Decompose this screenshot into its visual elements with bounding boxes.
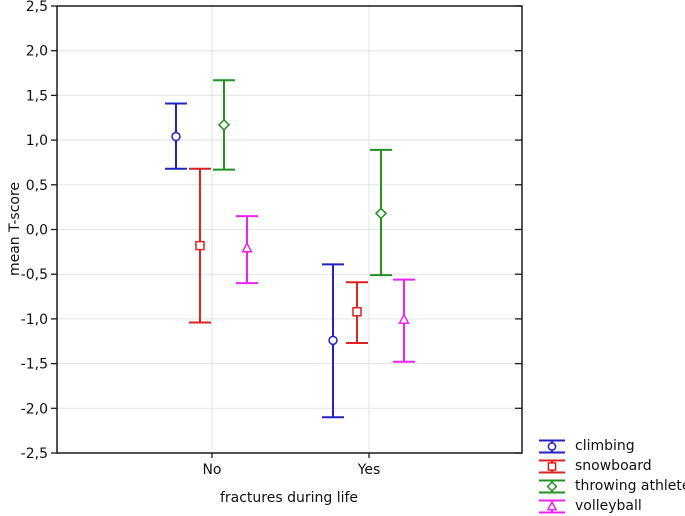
legend-item-throwing-athletes: throwing athletes bbox=[537, 476, 685, 496]
x-axis-label: fractures during life bbox=[219, 490, 359, 506]
y-tick-label: 2,0 bbox=[26, 44, 48, 60]
legend-item-label: volleyball bbox=[575, 498, 642, 514]
legend-glyph bbox=[539, 439, 565, 453]
legend-item-label: snowboard bbox=[575, 458, 652, 474]
legend-glyph bbox=[539, 479, 565, 493]
y-tick-label: 2,5 bbox=[26, 0, 48, 15]
circle-marker bbox=[328, 335, 338, 346]
diamond-marker bbox=[546, 480, 558, 492]
errorbar-snowboard-Yes bbox=[346, 281, 369, 345]
errorbar-climbing-No bbox=[164, 102, 187, 170]
y-tick-label: -0,5 bbox=[21, 267, 48, 283]
errorbar-throwing-athletes-No bbox=[212, 79, 235, 171]
legend: climbing snowboard throwing athletes volley… bbox=[537, 436, 685, 516]
diamond-marker bbox=[374, 207, 388, 220]
legend-item-snowboard: snowboard bbox=[537, 456, 685, 476]
legend-glyph bbox=[539, 459, 565, 473]
y-tick-label: -2,0 bbox=[21, 401, 48, 417]
square-marker bbox=[352, 306, 362, 317]
legend-item-volleyball: volleyball bbox=[537, 496, 685, 516]
square-marker bbox=[195, 240, 205, 251]
errorbar-volleyball-Yes bbox=[393, 278, 416, 363]
diamond-marker bbox=[217, 118, 231, 131]
legend-item-label: climbing bbox=[575, 438, 635, 454]
y-axis-label: mean T-score bbox=[7, 181, 23, 277]
y-tick-label: -1,5 bbox=[21, 357, 48, 373]
y-tick-label: 1,5 bbox=[26, 88, 48, 104]
errorbar-throwing-athletes-Yes bbox=[370, 148, 393, 277]
legend-item-label: throwing athletes bbox=[575, 478, 685, 494]
triangle-marker bbox=[546, 499, 558, 510]
y-tick-label: 0,5 bbox=[26, 178, 48, 194]
legend-item-climbing: climbing bbox=[537, 436, 685, 456]
y-tick-label: 1,0 bbox=[26, 133, 48, 149]
triangle-marker bbox=[398, 313, 410, 325]
circle-marker bbox=[547, 441, 557, 451]
errorbar-volleyball-No bbox=[235, 215, 258, 285]
legend-glyph bbox=[539, 499, 565, 513]
x-category-label: Yes bbox=[357, 462, 381, 478]
x-category-label: No bbox=[202, 462, 221, 478]
y-tick-label: 0,0 bbox=[26, 223, 48, 239]
errorbar-climbing-Yes bbox=[322, 263, 345, 419]
circle-marker bbox=[171, 131, 181, 142]
errorbar-snowboard-No bbox=[188, 167, 211, 324]
triangle-marker bbox=[241, 241, 253, 253]
y-tick-label: -2,5 bbox=[21, 446, 48, 462]
y-tick-label: -1,0 bbox=[21, 312, 48, 328]
square-marker bbox=[547, 461, 557, 471]
